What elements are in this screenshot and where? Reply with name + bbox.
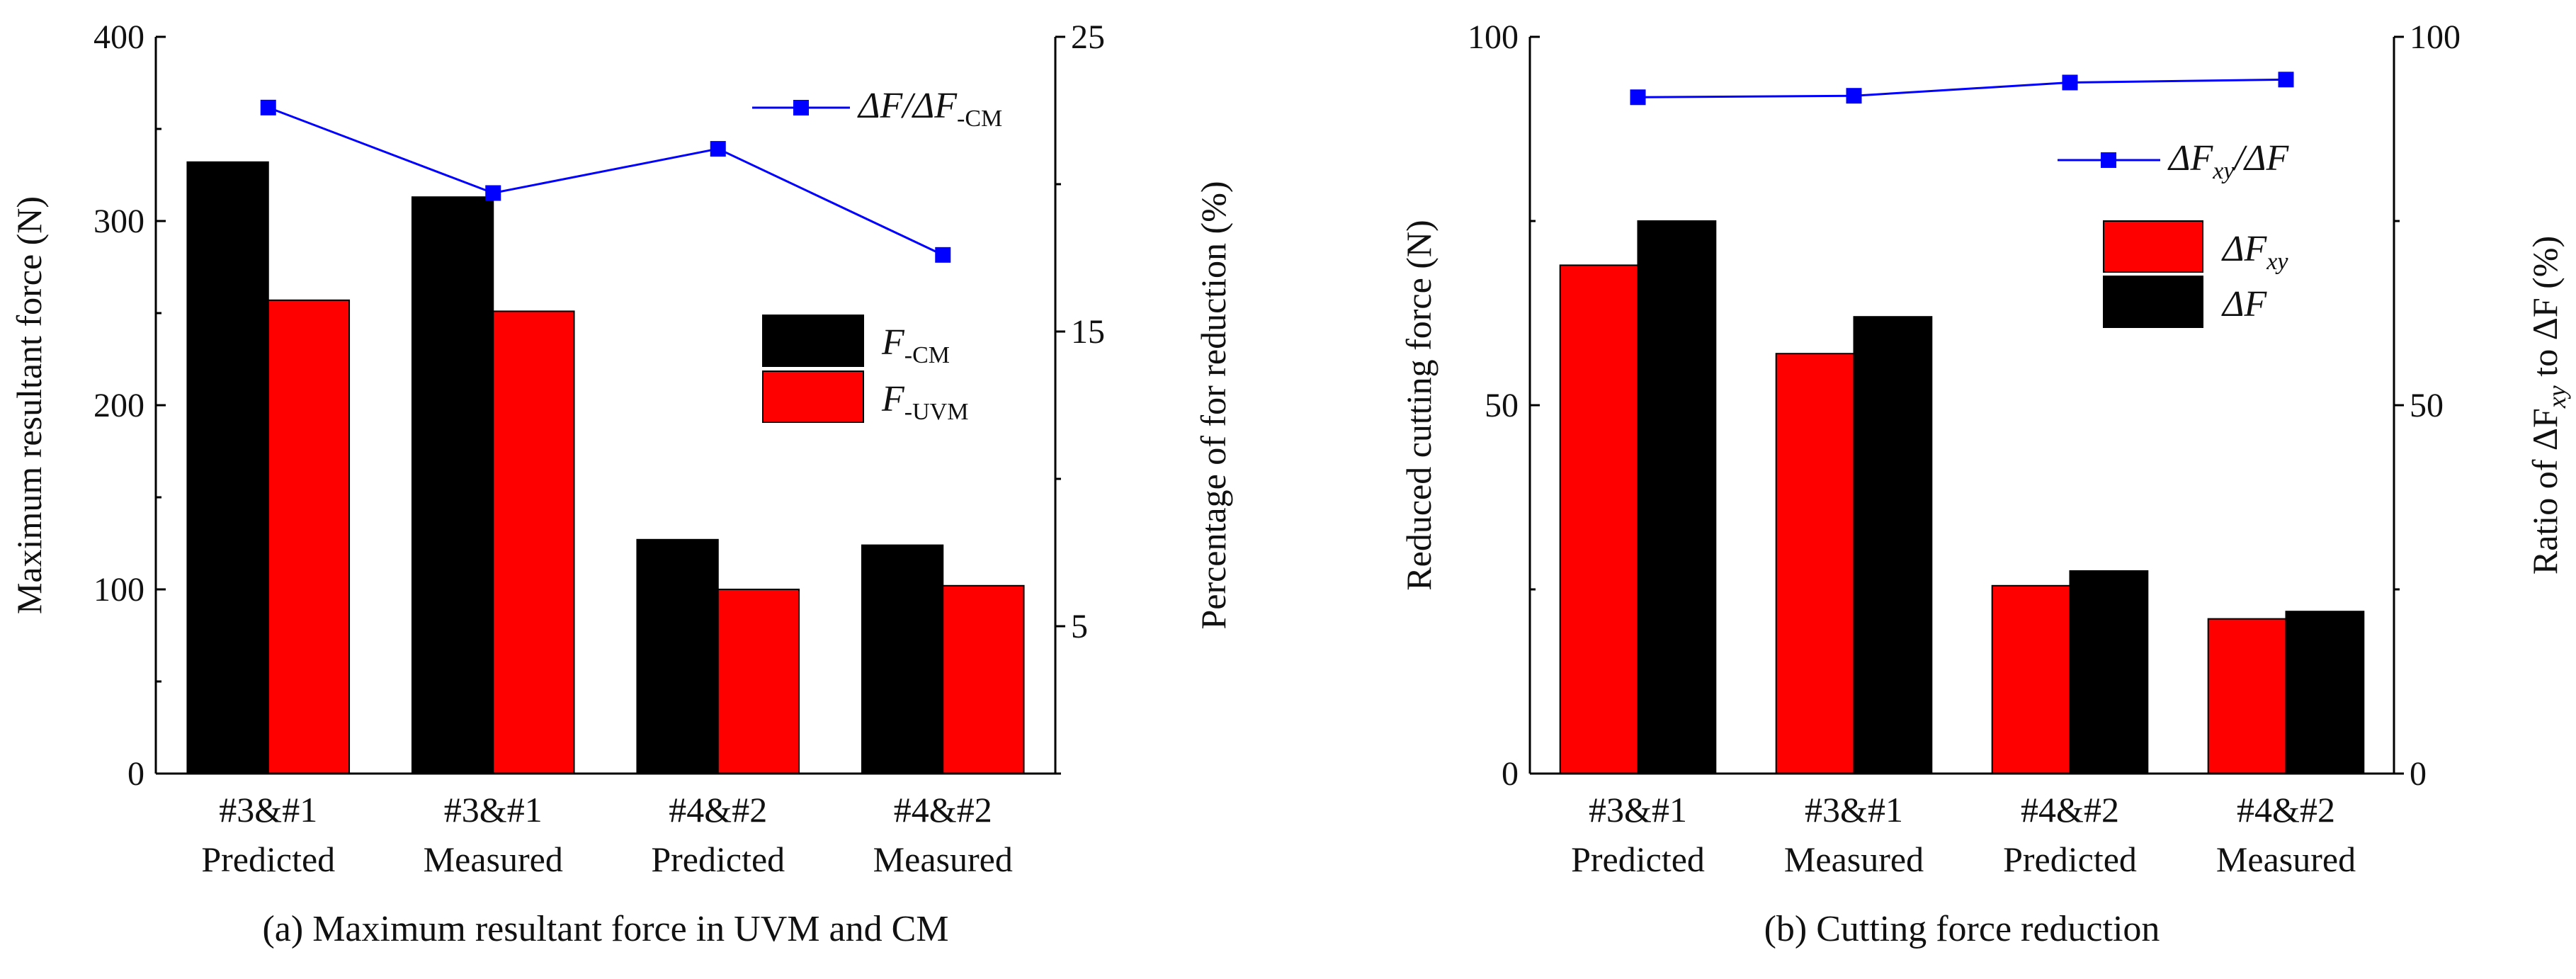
- panel-a-category-2-line2: Measured: [424, 839, 563, 879]
- panel-a-line-point-3: [710, 141, 726, 157]
- panel-b-bar-Fxy-2: [1775, 353, 1855, 774]
- panel-a-bar-FUVM-2: [492, 310, 575, 774]
- panel-b-bar-F-4: [2285, 611, 2365, 775]
- panel-b-bar-Fxy-3: [1991, 584, 2071, 774]
- panel-a-bar-FUVM-4: [942, 584, 1025, 774]
- panel-b-bar-Fxy-4: [2207, 618, 2287, 774]
- panel-b-bar-Fxy-1: [1559, 264, 1639, 774]
- panel-b-legend-swatch-df: [2103, 276, 2203, 328]
- panel-b-caption: (b) Cutting force reduction: [1764, 909, 2160, 949]
- panel-a-bar-FCM-1: [186, 161, 269, 775]
- panel-b-category-3-line2: Predicted: [2003, 839, 2137, 879]
- panel-b-legend: ΔFxy/ΔF ΔFxy ΔF: [2058, 138, 2289, 328]
- panel-a-bar-FCM-2: [411, 196, 494, 774]
- panel-b-line-point-1: [1630, 89, 1646, 106]
- panel-a-category-4-line2: Measured: [873, 839, 1013, 879]
- panel-b-y2tick-label-0: 0: [2410, 755, 2427, 793]
- panel-a-line-point-4: [935, 247, 951, 263]
- panel-b-legend-line-label: ΔFxy/ΔF: [2167, 138, 2289, 184]
- panel-b-bar-F-3: [2069, 570, 2149, 774]
- panel-b-line-point-3: [2062, 74, 2078, 91]
- panel-b-category-3-line1: #4&#2: [2021, 790, 2119, 830]
- panel-a-category-1-line1: #3&#1: [219, 790, 317, 830]
- panel-b-y2tick-label-2: 100: [2410, 18, 2461, 56]
- panel-b-category-4-line1: #4&#2: [2237, 790, 2335, 830]
- panel-a-ytick-label-1: 100: [93, 571, 144, 609]
- panel-a-ylabel: Maximum resultant force (N): [9, 196, 49, 614]
- panel-a-caption: (a) Maximum resultant force in UVM and C…: [262, 909, 948, 949]
- panel-a-category-4-line1: #4&#2: [894, 790, 992, 830]
- panel-a-y2tick-label-2: 25: [1071, 18, 1105, 56]
- panel-b-legend-swatch-dfxy: [2103, 220, 2203, 273]
- panel-a-line-point-1: [260, 99, 276, 115]
- panel-a-legend-label-uvm: F-UVM: [881, 379, 968, 425]
- panel-a-legend: ΔF/ΔF-CM F-CM F-UVM: [752, 86, 1002, 425]
- panel-a-bar-FCM-3: [636, 538, 719, 774]
- panel-a-legend-line-label: ΔF/ΔF-CM: [857, 86, 1002, 132]
- panel-a-bar-FUVM-3: [717, 589, 800, 774]
- panel-a-legend-label-cm: F-CM: [881, 322, 950, 368]
- panel-b-legend-label-df: ΔF: [2221, 284, 2268, 324]
- panel-a-line-series: [268, 106, 943, 256]
- panel-a-bar-FUVM-1: [267, 299, 351, 774]
- panel-a-y2tick-label-1: 15: [1071, 313, 1105, 351]
- panel-a-ytick-label-2: 200: [93, 387, 144, 424]
- panel-b-bar-F-1: [1637, 220, 1717, 774]
- panel-b-y2tick-label-1: 50: [2410, 387, 2444, 424]
- panel-b-legend-label-dfxy: ΔFxy: [2221, 229, 2288, 275]
- panel-a-legend-line-marker: [793, 100, 809, 115]
- panel-b-category-2-line1: #3&#1: [1805, 790, 1903, 830]
- panel-a-bar-FCM-4: [861, 544, 944, 774]
- panel-b-line-series: [1638, 78, 2286, 98]
- panel-a-ytick-label-3: 300: [93, 203, 144, 240]
- panel-a-category-3-line1: #4&#2: [669, 790, 767, 830]
- panel-a-y2label: Percentage of for reduction (%): [1193, 181, 1233, 629]
- panel-a-legend-swatch-uvm: [762, 370, 864, 423]
- panel-a-line-point-2: [485, 185, 501, 201]
- panel-b-category-1-line1: #3&#1: [1589, 790, 1687, 830]
- panel-b-ytick-label-2: 100: [1468, 18, 1519, 56]
- panel-b-category-1-line2: Predicted: [1571, 839, 1705, 879]
- panel-a-chart: 0 100 200 300 400 5 15 25 #3&#1 Predicted #3&#1 Mea…: [9, 18, 1233, 949]
- panel-b-y2label: Ratio of ΔFxy to ΔF (%): [2525, 236, 2571, 575]
- panel-b-line-point-4: [2278, 72, 2294, 88]
- panel-b-ytick-label-1: 50: [1485, 387, 1519, 424]
- panel-b-bar-F-2: [1853, 316, 1933, 774]
- panel-b-category-4-line2: Measured: [2216, 839, 2356, 879]
- panel-a-ytick-label-0: 0: [127, 755, 144, 793]
- panel-a-category-3-line2: Predicted: [651, 839, 785, 879]
- panel-a-category-1-line2: Predicted: [201, 839, 335, 879]
- panel-a-ytick-label-4: 400: [93, 18, 144, 56]
- panel-a-legend-swatch-cm: [762, 315, 864, 367]
- panel-b-ytick-label-0: 0: [1502, 755, 1519, 793]
- panel-a-y2tick-label-0: 5: [1071, 608, 1088, 645]
- panel-b-line-point-2: [1846, 88, 1862, 104]
- panel-b-legend-line-marker: [2101, 152, 2116, 168]
- panel-a-category-2-line1: #3&#1: [444, 790, 543, 830]
- panel-b-chart: 0 50 100 0 50 100 #3&#1 Predicted #3&#1 Measured #…: [1399, 18, 2571, 949]
- panel-b-category-2-line2: Measured: [1784, 839, 1924, 879]
- panel-b-ylabel: Reduced cutting force (N): [1399, 220, 1439, 590]
